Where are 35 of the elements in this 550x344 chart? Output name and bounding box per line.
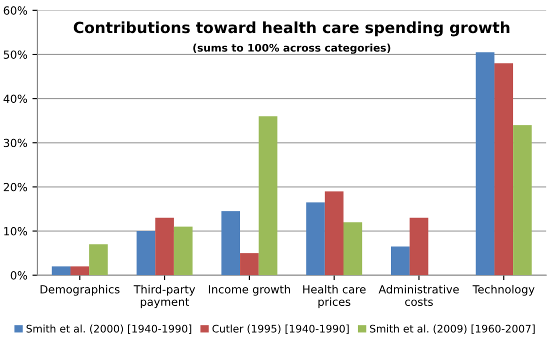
legend-label: Smith et al. (2000) [1940-1990] bbox=[26, 324, 192, 334]
y-tick-label: 0% bbox=[10, 271, 28, 280]
bar bbox=[306, 202, 325, 276]
bar bbox=[240, 253, 259, 276]
bar bbox=[344, 222, 362, 276]
x-tick-label: Technology bbox=[472, 284, 535, 296]
bar bbox=[136, 231, 156, 276]
bar bbox=[410, 218, 428, 276]
bar bbox=[52, 266, 70, 276]
x-tick-label: Demographics bbox=[40, 284, 120, 296]
bar bbox=[324, 191, 344, 276]
legend-label: Smith et al. (2009) [1960-2007] bbox=[370, 324, 535, 334]
bar bbox=[513, 125, 532, 276]
bar bbox=[476, 52, 494, 276]
y-tick-label: 30% bbox=[4, 138, 28, 148]
x-tick-label: Administrative costs bbox=[378, 284, 459, 306]
bar bbox=[258, 116, 278, 276]
x-tick-label: Health care prices bbox=[303, 284, 366, 308]
text: (sums to 100% across categories) bbox=[193, 44, 390, 54]
bar bbox=[89, 244, 108, 276]
x-tick-label: Third-party payment bbox=[134, 284, 196, 308]
bar bbox=[70, 266, 90, 276]
y-tick-label: 10% bbox=[4, 227, 28, 236]
bar bbox=[174, 226, 193, 276]
y-tick-label: 60% bbox=[4, 6, 28, 15]
bar bbox=[155, 218, 174, 276]
y-tick-label: 20% bbox=[4, 182, 28, 192]
bar bbox=[390, 246, 410, 276]
legend-label: Cutler (1995) [1940-1990] bbox=[212, 324, 349, 334]
bar bbox=[221, 211, 240, 276]
bar bbox=[494, 63, 514, 276]
x-tick-label: Income growth bbox=[208, 284, 290, 296]
y-tick-label: 50% bbox=[4, 50, 28, 59]
text: Contributions toward health care spending growth bbox=[74, 21, 510, 36]
y-tick-label: 40% bbox=[4, 94, 28, 103]
